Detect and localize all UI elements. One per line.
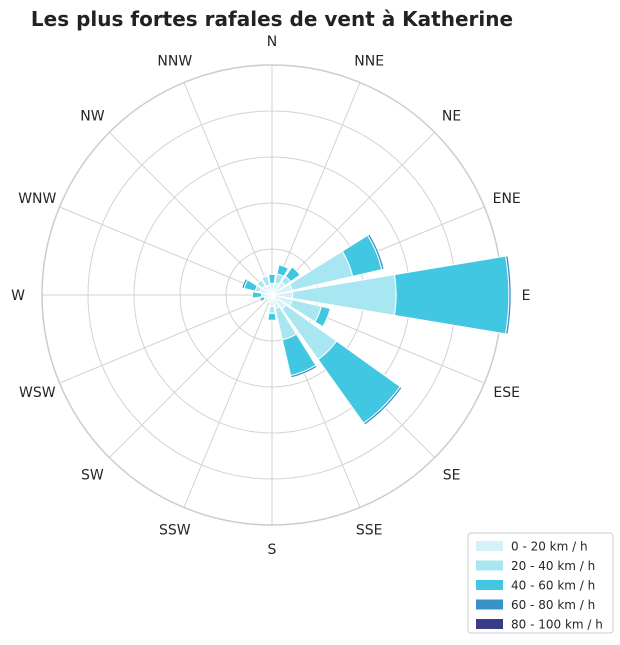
- bar-NW-series-1: [256, 279, 267, 290]
- grid-spoke: [59, 294, 273, 384]
- legend-entry: 80 - 100 km / h: [511, 618, 603, 632]
- direction-labels: N NNE NE ENE E ESE SE SSE S SSW SW WSW W WNW NW NNW: [11, 34, 530, 558]
- grid-spoke: [183, 294, 273, 508]
- legend-entry: 0 - 20 km / h: [511, 540, 588, 554]
- direction-label-SE: SE: [443, 468, 461, 484]
- grid-spoke: [183, 82, 273, 296]
- legend-swatch: [476, 599, 503, 610]
- bar-NE-series-2: [284, 266, 301, 283]
- direction-label-NE: NE: [442, 108, 461, 124]
- grid-spoke: [59, 206, 273, 296]
- direction-label-WSW: WSW: [19, 385, 56, 401]
- direction-label-NW: NW: [80, 108, 104, 124]
- direction-label-S: S: [268, 542, 277, 558]
- direction-label-NNW: NNW: [157, 53, 192, 69]
- bar-NNE-series-2: [276, 264, 290, 278]
- grid-spoke: [109, 294, 273, 458]
- direction-label-NNE: NNE: [354, 53, 384, 69]
- bar-ENE-series-3: [366, 233, 385, 271]
- legend-swatch: [476, 619, 503, 629]
- bar-S-series-2: [267, 312, 277, 321]
- direction-label-SSW: SSW: [159, 523, 191, 539]
- legend-entry: 40 - 60 km / h: [511, 579, 595, 593]
- legend-swatch: [476, 580, 503, 590]
- legend-box: [467, 532, 614, 634]
- direction-label-WNW: WNW: [18, 191, 56, 207]
- grid-spoke: [271, 82, 361, 296]
- bar-S-series-1: [268, 305, 276, 314]
- legend: 0 - 20 km / h 20 - 40 km / h 40 - 60 km / …: [467, 532, 614, 634]
- legend-entry: 20 - 40 km / h: [511, 559, 595, 573]
- bar-N-series-2: [268, 273, 276, 285]
- legend-swatch: [476, 560, 503, 571]
- bar-SSE-series-3: [290, 364, 318, 379]
- chart-title: Les plus fortes rafales de vent à Kather…: [31, 7, 513, 31]
- direction-label-W: W: [11, 288, 25, 304]
- wind-bars: [241, 233, 512, 426]
- bar-WNW-series-3: [241, 277, 249, 290]
- bar-WSW-series-2: [259, 296, 266, 303]
- bar-E-series-3: [505, 255, 512, 335]
- direction-label-SSE: SSE: [356, 523, 383, 539]
- direction-label-ESE: ESE: [493, 385, 520, 401]
- bar-SE-series-3: [362, 385, 403, 426]
- bar-W-series-2: [251, 291, 263, 299]
- grid-spoke: [271, 132, 435, 296]
- bar-E-series-2: [393, 255, 510, 335]
- legend-swatch: [476, 541, 503, 551]
- direction-label-E: E: [522, 288, 531, 304]
- grid-spoke: [109, 132, 273, 296]
- direction-label-SW: SW: [81, 468, 104, 484]
- bar-ESE-series-2: [314, 305, 331, 328]
- legend-entry: 60 - 80 km / h: [511, 598, 595, 612]
- direction-label-ENE: ENE: [493, 191, 521, 207]
- direction-label-N: N: [267, 34, 277, 50]
- bar-NNW-series-1: [260, 275, 271, 287]
